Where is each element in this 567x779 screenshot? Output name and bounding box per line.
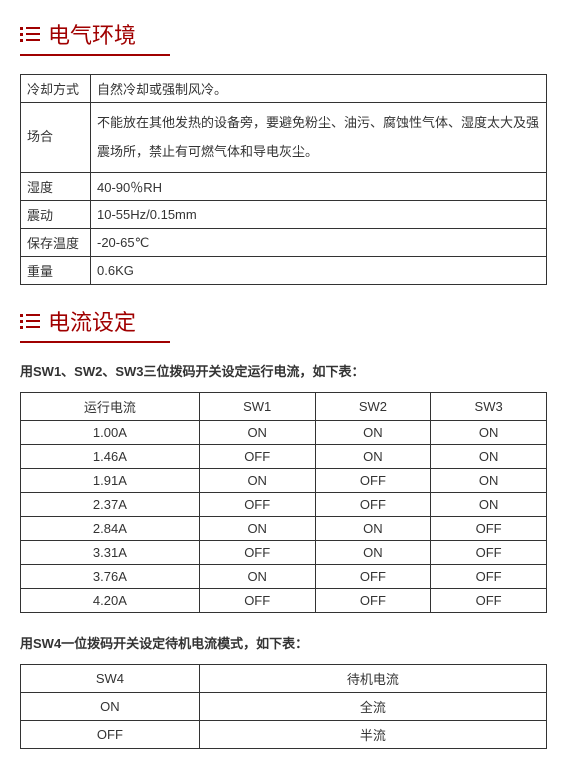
table-row: 3.76AONOFFOFF	[21, 565, 547, 589]
table-row: 2.37AOFFOFFON	[21, 493, 547, 517]
env-value: 不能放在其他发热的设备旁，要避免粉尘、油污、腐蚀性气体、湿度太大及强震场所，禁止…	[91, 103, 547, 173]
col-header: SW3	[431, 393, 547, 421]
env-table: 冷却方式自然冷却或强制风冷。场合不能放在其他发热的设备旁，要避免粉尘、油污、腐蚀…	[20, 74, 547, 285]
table-cell: 3.76A	[21, 565, 200, 589]
env-label: 冷却方式	[21, 75, 91, 103]
section-title-env: 电气环境	[48, 18, 136, 50]
desc-sw4: 用SW4一位拨码开关设定待机电流模式，如下表：	[20, 633, 547, 652]
table-row: 4.20AOFFOFFOFF	[21, 589, 547, 613]
table-cell: OFF	[431, 565, 547, 589]
table-cell: ON	[431, 421, 547, 445]
table-row: 保存温度-20-65℃	[21, 229, 547, 257]
env-value: 10-55Hz/0.15mm	[91, 201, 547, 229]
table-cell: ON	[199, 421, 315, 445]
table-cell: ON	[315, 421, 431, 445]
table-header-row: 运行电流SW1SW2SW3	[21, 393, 547, 421]
table-cell: 1.46A	[21, 445, 200, 469]
table-cell: 3.31A	[21, 541, 200, 565]
table-cell: OFF	[199, 445, 315, 469]
table-row: 1.91AONOFFON	[21, 469, 547, 493]
col-header: SW1	[199, 393, 315, 421]
env-label: 震动	[21, 201, 91, 229]
table-cell: ON	[315, 517, 431, 541]
table-row: 2.84AONONOFF	[21, 517, 547, 541]
col-header: SW2	[315, 393, 431, 421]
table-row: 重量0.6KG	[21, 257, 547, 285]
table-cell: ON	[199, 469, 315, 493]
list-icon	[20, 27, 40, 42]
table-cell: OFF	[315, 589, 431, 613]
table-row: 3.31AOFFONOFF	[21, 541, 547, 565]
table-cell: 全流	[199, 693, 546, 721]
section-underline	[20, 341, 170, 343]
col-header: 待机电流	[199, 665, 546, 693]
table-row: 1.00AONONON	[21, 421, 547, 445]
section-title-current: 电流设定	[48, 305, 136, 337]
table-row: 场合不能放在其他发热的设备旁，要避免粉尘、油污、腐蚀性气体、湿度太大及强震场所，…	[21, 103, 547, 173]
table-cell: ON	[199, 517, 315, 541]
table-cell: 1.91A	[21, 469, 200, 493]
table-cell: OFF	[431, 541, 547, 565]
env-value: 40-90％RH	[91, 173, 547, 201]
table-cell: ON	[315, 541, 431, 565]
table-cell: ON	[21, 693, 200, 721]
table-cell: ON	[431, 445, 547, 469]
list-icon	[20, 314, 40, 329]
col-header: 运行电流	[21, 393, 200, 421]
table-cell: OFF	[199, 493, 315, 517]
section-header-current: 电流设定	[20, 305, 547, 337]
env-value: 自然冷却或强制风冷。	[91, 75, 547, 103]
table-row: 湿度40-90％RH	[21, 173, 547, 201]
table-cell: ON	[199, 565, 315, 589]
table-cell: 2.37A	[21, 493, 200, 517]
table-row: 震动10-55Hz/0.15mm	[21, 201, 547, 229]
table-cell: OFF	[199, 541, 315, 565]
sw4-table: SW4待机电流ON全流OFF半流	[20, 664, 547, 749]
env-value: 0.6KG	[91, 257, 547, 285]
section-header-env: 电气环境	[20, 18, 547, 50]
table-cell: OFF	[431, 589, 547, 613]
table-cell: OFF	[315, 565, 431, 589]
table-cell: OFF	[431, 517, 547, 541]
section-underline	[20, 54, 170, 56]
table-cell: 2.84A	[21, 517, 200, 541]
env-label: 重量	[21, 257, 91, 285]
table-cell: OFF	[315, 469, 431, 493]
table-cell: ON	[315, 445, 431, 469]
desc-sw123: 用SW1、SW2、SW3三位拨码开关设定运行电流，如下表：	[20, 361, 547, 380]
table-row: 1.46AOFFONON	[21, 445, 547, 469]
table-cell: OFF	[315, 493, 431, 517]
table-cell: 1.00A	[21, 421, 200, 445]
table-row: ON全流	[21, 693, 547, 721]
env-label: 保存温度	[21, 229, 91, 257]
table-cell: 4.20A	[21, 589, 200, 613]
table-row: 冷却方式自然冷却或强制风冷。	[21, 75, 547, 103]
env-label: 湿度	[21, 173, 91, 201]
table-cell: OFF	[199, 589, 315, 613]
col-header: SW4	[21, 665, 200, 693]
table-header-row: SW4待机电流	[21, 665, 547, 693]
sw-table: 运行电流SW1SW2SW31.00AONONON1.46AOFFONON1.91…	[20, 392, 547, 613]
table-cell: ON	[431, 493, 547, 517]
env-label: 场合	[21, 103, 91, 173]
table-cell: ON	[431, 469, 547, 493]
env-value: -20-65℃	[91, 229, 547, 257]
